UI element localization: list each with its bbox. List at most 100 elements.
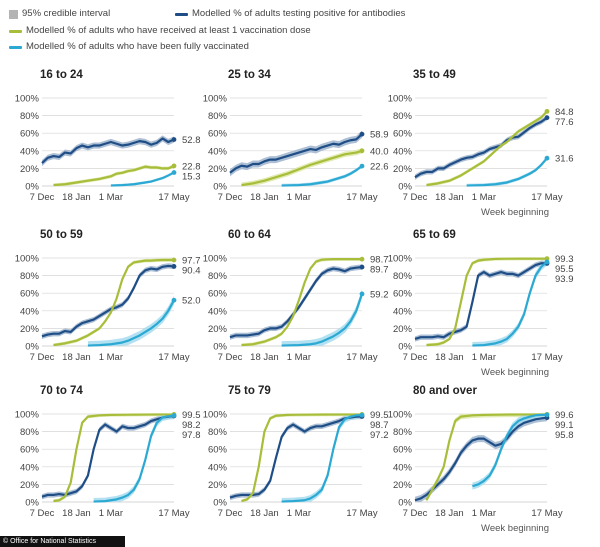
y-tick-label: 0% (213, 342, 227, 353)
credible-interval-swatch (9, 10, 18, 19)
x-tick-label: 18 Jan (435, 192, 464, 203)
y-tick-label: 100% (388, 410, 413, 421)
ci-band-modelled-of-adults-testing-positive-for- (415, 115, 547, 180)
y-tick-label: 0% (25, 498, 39, 509)
end-value-label: 77.6 (555, 117, 574, 128)
panel-title: 50 to 59 (40, 229, 83, 241)
x-tick-label: 18 Jan (250, 508, 279, 519)
y-tick-label: 100% (388, 94, 413, 105)
series-line-modelled-of-adults-who-have-been-fully-v (472, 261, 548, 347)
series-line-modelled-of-adults-who-have-received-at- (426, 110, 548, 187)
y-tick-label: 100% (203, 94, 228, 105)
y-tick-label: 80% (393, 427, 413, 438)
series-end-point (544, 115, 550, 121)
one-dose-legend-label: Modelled % of adults who have received a… (26, 25, 311, 36)
y-tick-label: 80% (393, 111, 413, 122)
y-tick-label: 100% (15, 254, 40, 265)
panel-title: 25 to 34 (228, 69, 271, 81)
end-value-label: 99.5 (182, 410, 201, 421)
series-line-modelled-of-adults-who-have-received-at- (425, 413, 548, 501)
series-end-point (359, 264, 365, 270)
end-value-label: 98.7 (370, 420, 389, 431)
y-tick-label: 40% (393, 462, 413, 473)
x-tick-label: 7 Dec (30, 508, 55, 519)
series-end-point (359, 256, 365, 262)
y-tick-label: 80% (208, 427, 228, 438)
x-tick-label: 17 May (346, 508, 377, 519)
y-tick-label: 20% (20, 164, 40, 175)
panel-16-to-24: 16 to 24 100% 80% 60% 40% 20% 0%7 Dec 18 Jan 1 M… (15, 69, 201, 203)
y-tick-label: 0% (25, 342, 39, 353)
y-tick-label: 80% (20, 427, 40, 438)
x-tick-label: 17 May (531, 508, 562, 519)
one-dose-legend-swatch (9, 30, 22, 33)
end-value-label: 95.8 (555, 430, 574, 441)
x-axis-caption: Week beginning (481, 523, 549, 534)
panel-title: 65 to 69 (413, 229, 456, 241)
y-tick-label: 60% (20, 129, 40, 140)
y-tick-label: 40% (393, 306, 413, 317)
ci-band-modelled-of-adults-testing-positive-for- (42, 135, 174, 167)
end-value-label: 97.8 (182, 430, 201, 441)
series-end-point (359, 412, 365, 418)
x-tick-label: 18 Jan (435, 508, 464, 519)
end-value-label: 22.8 (182, 161, 201, 172)
x-tick-label: 7 Dec (218, 508, 243, 519)
end-value-label: 99.5 (370, 410, 389, 421)
series-line-modelled-of-adults-who-have-received-at- (241, 149, 363, 187)
panel-70-to-74: 70 to 74 100% 80% 60% 40% 20% 0%7 Dec 18 Jan 1 M… (15, 385, 201, 519)
ci-band-modelled-of-adults-who-have-been-fully-v (281, 289, 362, 346)
fully-vaccinated-legend-label: Modelled % of adults who have been fully… (26, 41, 249, 52)
end-value-label: 99.6 (555, 410, 574, 421)
panel-title: 80 and over (413, 385, 477, 397)
series-line-modelled-of-adults-who-have-been-fully-v (93, 414, 175, 503)
end-value-label: 31.6 (555, 154, 574, 165)
x-tick-label: 18 Jan (250, 192, 279, 203)
series-line-modelled-of-adults-testing-positive-for- (414, 416, 548, 502)
y-tick-label: 80% (208, 111, 228, 122)
series-line-modelled-of-adults-who-have-received-at- (53, 164, 175, 187)
series-end-point (171, 137, 177, 142)
x-tick-label: 1 Mar (99, 192, 123, 203)
x-tick-label: 1 Mar (287, 192, 311, 203)
panel-title: 70 to 74 (40, 385, 83, 397)
series-end-point (544, 412, 550, 418)
antibodies-legend-label: Modelled % of adults testing positive fo… (192, 8, 406, 19)
series-line-modelled-of-adults-who-have-received-at- (241, 258, 362, 347)
x-tick-label: 1 Mar (472, 192, 496, 203)
series-line-modelled-of-adults-testing-positive-for- (414, 262, 548, 341)
panel-title: 35 to 49 (413, 69, 456, 81)
y-tick-label: 40% (20, 462, 40, 473)
y-tick-label: 80% (393, 271, 413, 282)
y-tick-label: 40% (20, 146, 40, 157)
panel-title: 16 to 24 (40, 69, 83, 81)
series-line-modelled-of-adults-who-have-received-at- (426, 257, 547, 347)
x-tick-label: 17 May (158, 352, 189, 363)
y-tick-label: 20% (208, 324, 228, 335)
series-end-point (359, 291, 365, 297)
y-tick-label: 100% (15, 94, 40, 105)
x-tick-label: 18 Jan (435, 352, 464, 363)
legend: 95% credible interval Modelled % of adul… (0, 0, 600, 60)
ci-band-modelled-of-adults-testing-positive-for- (415, 414, 547, 502)
x-tick-label: 17 May (158, 192, 189, 203)
series-end-point (171, 170, 177, 175)
x-tick-label: 1 Mar (472, 352, 496, 363)
y-tick-label: 100% (388, 254, 413, 265)
series-line-modelled-of-adults-testing-positive-for- (229, 133, 363, 174)
y-tick-label: 20% (393, 480, 413, 491)
y-tick-label: 40% (393, 146, 413, 157)
y-tick-label: 40% (208, 306, 228, 317)
x-axis-caption: Week beginning (481, 207, 549, 218)
x-tick-label: 17 May (346, 352, 377, 363)
x-tick-label: 7 Dec (30, 352, 55, 363)
x-tick-label: 7 Dec (403, 192, 428, 203)
y-tick-label: 60% (20, 289, 40, 300)
y-tick-label: 20% (393, 164, 413, 175)
y-tick-label: 40% (20, 306, 40, 317)
series-end-point (359, 163, 365, 169)
end-value-label: 98.2 (182, 420, 201, 431)
panel-title: 60 to 64 (228, 229, 271, 241)
y-tick-label: 100% (15, 410, 40, 421)
x-tick-label: 7 Dec (403, 352, 428, 363)
